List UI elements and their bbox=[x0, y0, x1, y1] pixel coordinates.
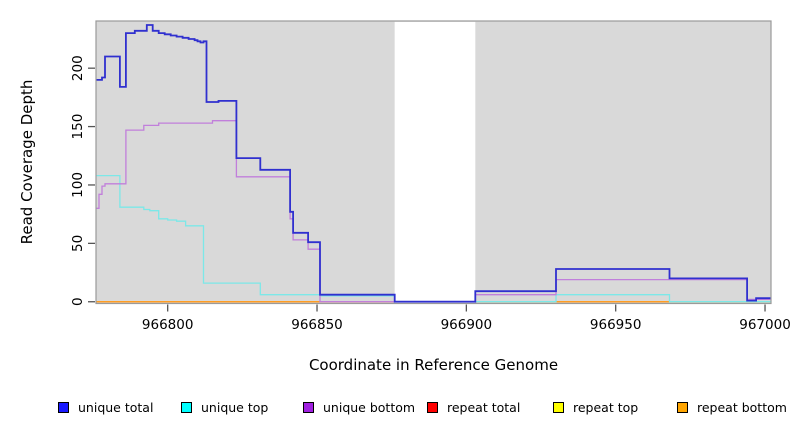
x-tick-label: 966850 bbox=[291, 317, 343, 333]
legend-label-unique-total: unique total bbox=[78, 399, 154, 415]
legend-item-repeat-bottom: repeat bottom bbox=[677, 399, 787, 415]
series-unique-total bbox=[96, 24, 771, 303]
legend-label-unique-top: unique top bbox=[201, 399, 269, 415]
legend-swatch-unique-top bbox=[181, 401, 192, 413]
legend-swatch-unique-total bbox=[58, 401, 69, 413]
y-axis-title: Read Coverage Depth bbox=[18, 79, 36, 245]
legend-swatch-repeat-bottom bbox=[677, 401, 688, 413]
legend-swatch-repeat-total bbox=[427, 401, 438, 413]
legend: unique total unique top unique bottom repea… bbox=[0, 399, 792, 419]
legend-item-repeat-top: repeat top bbox=[553, 399, 638, 415]
legend-label-repeat-total: repeat total bbox=[447, 399, 521, 415]
legend-item-unique-bottom: unique bottom bbox=[303, 399, 415, 415]
x-axis-title: Coordinate in Reference Genome bbox=[308, 356, 559, 374]
plot-border bbox=[95, 20, 772, 305]
legend-item-repeat-total: repeat total bbox=[427, 399, 520, 415]
x-tick-label: 966800 bbox=[142, 317, 194, 333]
y-tick-label: 200 bbox=[70, 55, 86, 81]
y-tick-label: 100 bbox=[70, 172, 86, 198]
legend-item-unique-total: unique total bbox=[58, 399, 153, 415]
legend-label-repeat-bottom: repeat bottom bbox=[697, 399, 787, 415]
y-tick-label: 0 bbox=[70, 297, 86, 306]
chart-canvas: 966800 966850 966900 966950 967000 0 50 100 150 2… bbox=[70, 20, 791, 333]
x-tick-label: 967000 bbox=[739, 317, 791, 333]
x-tick-label: 966950 bbox=[590, 317, 642, 333]
legend-swatch-unique-bottom bbox=[303, 401, 314, 413]
legend-swatch-repeat-top bbox=[553, 401, 564, 413]
x-tick-label: 966900 bbox=[441, 317, 493, 333]
y-tick-label: 50 bbox=[70, 235, 86, 252]
legend-label-unique-bottom: unique bottom bbox=[323, 399, 416, 415]
y-tick-label: 150 bbox=[70, 114, 86, 140]
coverage-gap-band bbox=[394, 21, 476, 304]
legend-label-repeat-top: repeat top bbox=[573, 399, 639, 415]
legend-item-unique-top: unique top bbox=[181, 399, 268, 415]
